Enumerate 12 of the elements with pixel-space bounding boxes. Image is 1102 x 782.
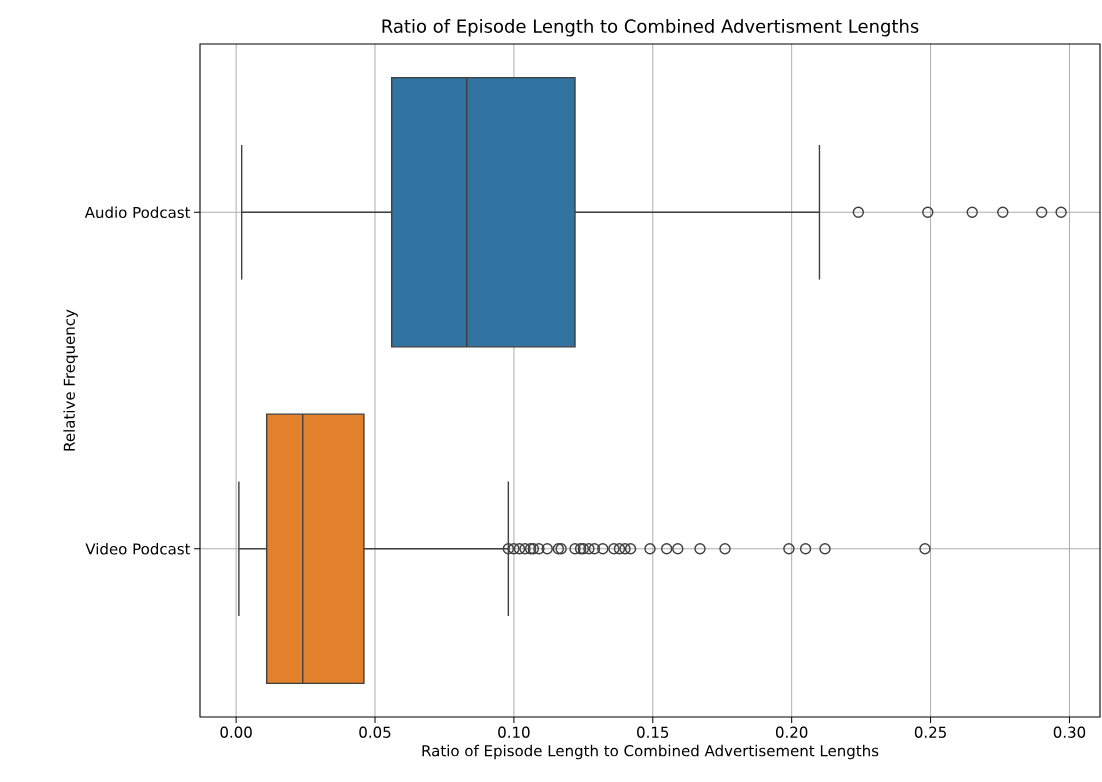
chart-title: Ratio of Episode Length to Combined Advertisment Lengths xyxy=(382,19,919,37)
y-tick-label: Video Podcast xyxy=(85,542,191,555)
x-tick-label: 0.00 xyxy=(220,726,252,738)
x-tick-label: 0.25 xyxy=(914,726,946,738)
x-axis-title: Ratio of Episode Length to Combined Advertisement Lengths xyxy=(422,744,879,760)
y-tick-label: Audio Podcast xyxy=(84,206,191,219)
y-axis-title: Relative Frequency xyxy=(63,309,78,451)
x-tick-label: 0.20 xyxy=(775,726,808,738)
x-tick-label: 0.05 xyxy=(359,726,391,738)
x-tick-label: 0.15 xyxy=(637,726,669,738)
x-tick-label: 0.10 xyxy=(498,726,530,738)
x-tick-label: 0.30 xyxy=(1053,726,1086,738)
